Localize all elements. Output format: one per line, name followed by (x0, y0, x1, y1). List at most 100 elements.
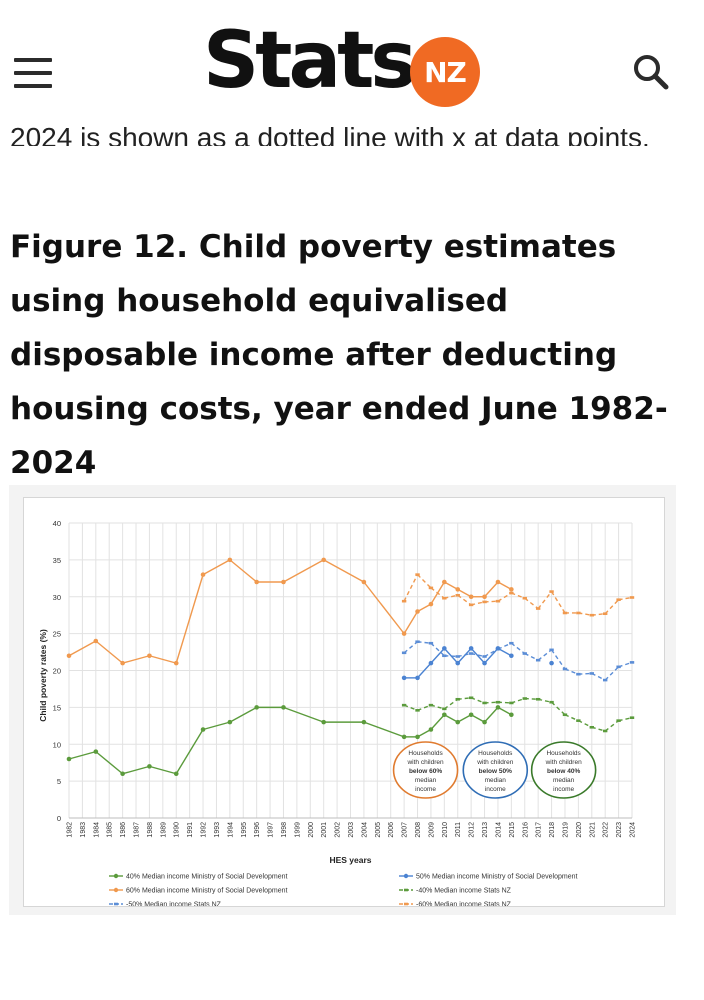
series-line-segment (510, 642, 526, 655)
x-tick-label: 1992 (201, 822, 208, 838)
legend-marker (113, 873, 119, 879)
series-line-segment (497, 647, 512, 657)
series-line-segment (457, 714, 472, 723)
annotation-text-line: income (553, 786, 574, 793)
data-point (495, 705, 501, 710)
data-point (415, 573, 420, 576)
x-tick-label: 1998 (281, 822, 288, 838)
data-point (589, 672, 594, 675)
data-point (509, 701, 514, 705)
truncated-paragraph-text: 2024 is shown as a dotted line with x at… (10, 122, 650, 146)
data-point (415, 709, 420, 712)
series-line-segment (537, 649, 552, 661)
data-point (361, 579, 367, 585)
data-point (495, 579, 501, 585)
x-tick-label: 2014 (495, 822, 502, 838)
data-point (401, 599, 407, 603)
stats-logo-text[interactable]: Stats (203, 16, 417, 106)
x-tick-label: 2002 (335, 822, 342, 838)
series-1 (66, 557, 514, 666)
data-point (415, 640, 420, 644)
hamburger-menu-icon[interactable] (14, 58, 52, 88)
series-line-segment (443, 714, 459, 723)
data-point (227, 557, 233, 563)
search-icon[interactable] (630, 52, 670, 92)
series-line-segment (443, 581, 459, 590)
data-point (522, 697, 527, 700)
x-tick-label: 1995 (241, 822, 248, 838)
data-point (428, 586, 434, 590)
x-tick-label: 1984 (93, 822, 100, 838)
data-point (576, 719, 581, 722)
legend-marker (114, 902, 118, 906)
truncated-paragraph: 2024 is shown as a dotted line with x at… (10, 120, 690, 146)
data-point (93, 749, 99, 754)
series-line-segment (430, 647, 445, 664)
series-line-segment (457, 647, 472, 664)
series-line-segment (202, 721, 231, 731)
series-line-segment (457, 594, 472, 606)
series-line-segment (443, 698, 459, 710)
legend-marker (404, 888, 408, 892)
series-line-segment (470, 601, 485, 606)
data-point (509, 591, 514, 595)
x-tick-label: 2023 (616, 822, 623, 838)
data-point (602, 612, 608, 616)
x-tick-label: 2005 (375, 822, 382, 838)
legend-label: 40% Median income Ministry of Social Dev… (126, 874, 288, 881)
y-tick-label: 0 (57, 814, 61, 823)
data-point (428, 727, 434, 732)
x-tick-label: 2018 (549, 822, 556, 838)
data-point (549, 700, 554, 704)
data-point (482, 719, 487, 725)
legend-marker (403, 873, 409, 879)
data-point (442, 646, 447, 651)
series-line-segment (202, 559, 231, 576)
data-point (227, 719, 233, 725)
data-point (401, 651, 407, 655)
data-point (509, 712, 514, 718)
data-point (589, 613, 594, 617)
data-point (549, 590, 554, 593)
x-tick-label: 1982 (67, 822, 74, 838)
annotation-text-line: income (415, 786, 436, 793)
data-point (455, 719, 461, 725)
annotation-text-line: below 50% (479, 768, 512, 775)
series-line-segment (484, 600, 498, 603)
chart-container: 1982 1983 1984 1985 1986 1987 1988 1989 1990 1991… (23, 497, 665, 909)
data-point (415, 675, 420, 681)
annotation-text-line: below 40% (547, 768, 580, 775)
annotation-ellipse (530, 741, 597, 799)
x-tick-label: 1987 (134, 822, 141, 838)
data-point (535, 697, 541, 701)
x-tick-label: 2022 (603, 822, 610, 838)
series-line-segment (538, 698, 552, 703)
x-tick-label: 2008 (415, 822, 422, 838)
series-line-segment (578, 720, 593, 728)
series-line-segment (443, 647, 459, 664)
x-tick-label: 1994 (227, 822, 234, 838)
series-line-segment (229, 706, 258, 723)
y-tick-label: 15 (53, 703, 61, 712)
y-tick-label: 5 (57, 777, 61, 786)
data-point (562, 713, 568, 717)
legend-label: 60% Median income Ministry of Social Dev… (126, 888, 288, 895)
series-line-segment (122, 765, 150, 775)
x-axis-label: HES years (329, 855, 371, 865)
y-tick-label: 10 (53, 740, 61, 749)
data-point (173, 771, 179, 777)
series-line-segment (417, 662, 432, 679)
data-point (401, 734, 407, 740)
x-tick-label: 2017 (536, 822, 543, 838)
data-point (120, 660, 125, 666)
data-point (468, 603, 474, 607)
x-tick-label: 2010 (442, 822, 449, 838)
series-line-segment (511, 697, 525, 704)
x-tick-label: 2003 (348, 822, 355, 838)
series-line-segment (68, 640, 97, 657)
data-point (455, 660, 461, 666)
series-line-segment (497, 581, 512, 590)
series-line-segment (470, 647, 486, 664)
annotation-text-line: with children (476, 759, 514, 766)
nz-logo-badge[interactable]: NZ (410, 37, 480, 107)
